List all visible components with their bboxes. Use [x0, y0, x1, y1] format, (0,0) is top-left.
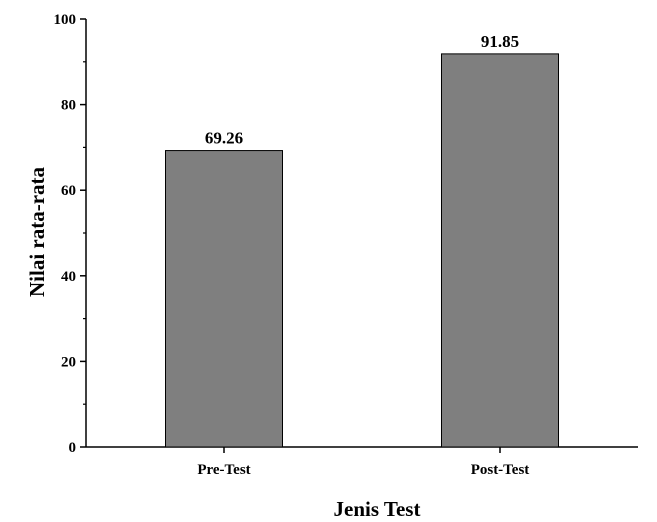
bar-value-label: 69.26 — [205, 129, 243, 148]
x-tick-label: Pre-Test — [197, 462, 250, 478]
y-tick-label: 0 — [69, 440, 77, 456]
y-tick-label: 20 — [61, 354, 76, 370]
y-tick-label: 80 — [61, 98, 76, 114]
y-tick-label: 60 — [61, 183, 76, 199]
bar-post-test — [441, 53, 559, 448]
bar-value-label: 91.85 — [481, 32, 519, 51]
x-axis-title: Jenis Test — [334, 497, 421, 521]
x-axis: Pre-Test Post-Test — [86, 446, 638, 478]
data-labels: 69.26 91.85 — [205, 32, 519, 148]
bars — [165, 53, 559, 448]
y-tick-label: 100 — [54, 12, 77, 28]
bar-pre-test — [165, 150, 283, 448]
y-axis: 0 20 40 60 80 100 — [54, 12, 87, 456]
x-tick-label: Post-Test — [471, 462, 530, 478]
y-axis-title: Nilai rata-rata — [25, 166, 49, 297]
y-tick-label: 40 — [61, 269, 76, 285]
